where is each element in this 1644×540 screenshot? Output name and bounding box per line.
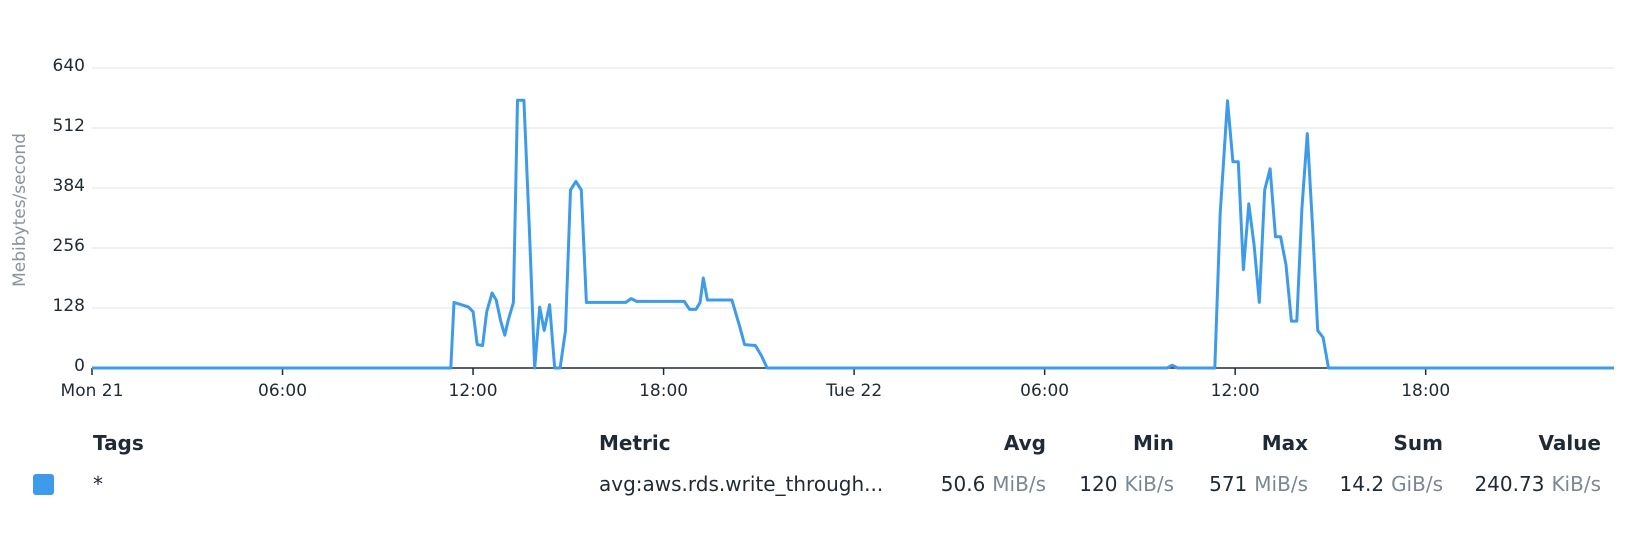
y-tick-label: 0 (74, 356, 85, 376)
max-number: 571 (1209, 472, 1248, 496)
sum-unit: GiB/s (1391, 472, 1443, 496)
avg-unit: MiB/s (992, 472, 1046, 496)
x-tick-label: 06:00 (258, 381, 307, 401)
y-tick-label: 256 (53, 236, 85, 256)
sum-number: 14.2 (1339, 472, 1385, 496)
series-swatch (33, 474, 54, 495)
row-avg: 50.6 MiB/s (941, 472, 1046, 496)
row-tags: * (93, 472, 103, 496)
min-unit: KiB/s (1124, 472, 1174, 496)
avg-number: 50.6 (940, 472, 986, 496)
chart: Mebibytes/second 0 128 256 384 512 640 Mon 21 0… (10, 56, 1614, 401)
y-axis-label: Mebibytes/second (10, 133, 30, 287)
min-number: 120 (1079, 472, 1118, 496)
x-tick-label: 18:00 (639, 381, 688, 401)
value-unit: KiB/s (1551, 472, 1601, 496)
row-min: 120 KiB/s (1079, 472, 1174, 496)
x-tick-label: Mon 21 (61, 381, 124, 401)
x-tick-label: 12:00 (449, 381, 498, 401)
max-unit: MiB/s (1254, 472, 1308, 496)
x-tick-label: 18:00 (1401, 381, 1450, 401)
x-tick-label: Tue 22 (825, 381, 882, 401)
y-tick-label: 640 (53, 56, 85, 76)
header-min: Min (1133, 431, 1174, 455)
y-tick-label: 512 (53, 116, 85, 136)
row-max: 571 MiB/s (1209, 472, 1308, 496)
row-value: 240.73 KiB/s (1474, 472, 1601, 496)
y-tick-label: 128 (53, 296, 85, 316)
y-tick-label: 384 (53, 176, 85, 196)
row-sum: 14.2 GiB/s (1340, 472, 1443, 496)
header-sum: Sum (1393, 431, 1443, 455)
row-metric: avg:aws.rds.write_through... (599, 472, 884, 496)
x-tick-label: 06:00 (1020, 381, 1069, 401)
header-value: Value (1538, 431, 1601, 455)
x-tick-label: 12:00 (1211, 381, 1260, 401)
header-max: Max (1261, 431, 1308, 455)
value-number: 240.73 (1474, 472, 1545, 496)
header-tags: Tags (93, 431, 144, 455)
header-avg: Avg (1003, 431, 1046, 455)
series-line (92, 98, 1614, 370)
header-metric: Metric (599, 431, 671, 455)
